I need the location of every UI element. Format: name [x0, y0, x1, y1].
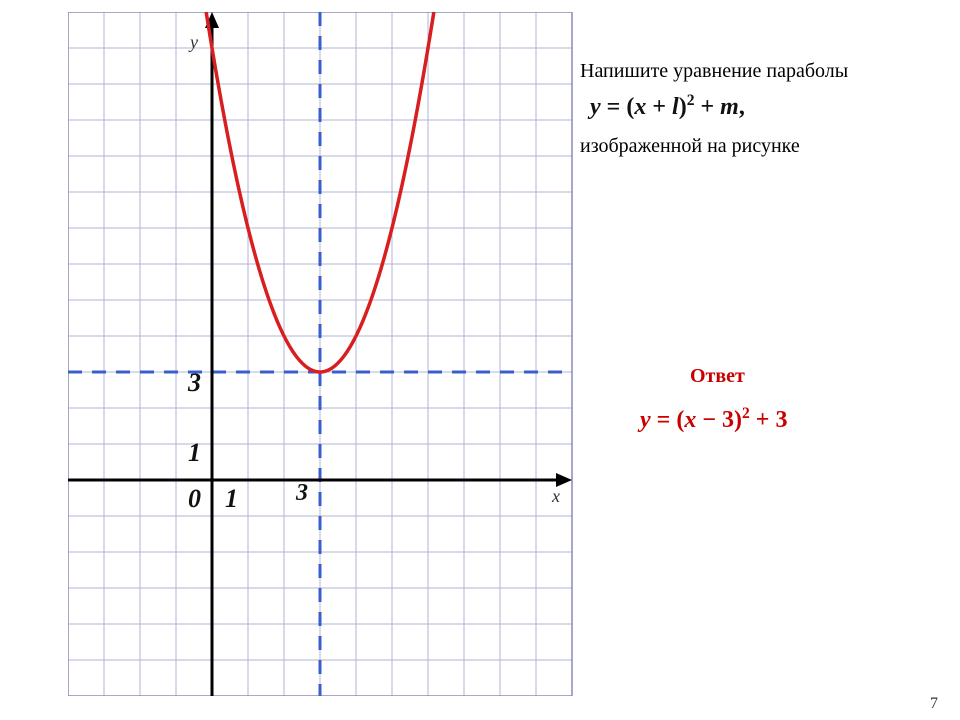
- tick-y-1: 1: [188, 438, 201, 468]
- answer-label: Ответ: [690, 365, 745, 388]
- question-line1: Напишите уравнение параболы: [580, 60, 848, 83]
- question-formula: y = (x + l)2 + m,: [590, 92, 745, 121]
- parabola-chart: [68, 12, 576, 696]
- page-number: 7: [930, 695, 938, 713]
- answer-formula: y = (x − 3)2 + 3: [640, 405, 787, 434]
- x-axis-label: x: [552, 486, 560, 507]
- origin-label: 0: [188, 484, 201, 514]
- y-axis-label: y: [190, 32, 198, 53]
- x-axis-arrow: [556, 473, 572, 487]
- question-line2: изображенной на рисунке: [580, 135, 800, 158]
- tick-y-3: 3: [188, 368, 201, 398]
- tick-x-1: 1: [225, 484, 238, 514]
- tick-x-3: 3: [296, 480, 308, 507]
